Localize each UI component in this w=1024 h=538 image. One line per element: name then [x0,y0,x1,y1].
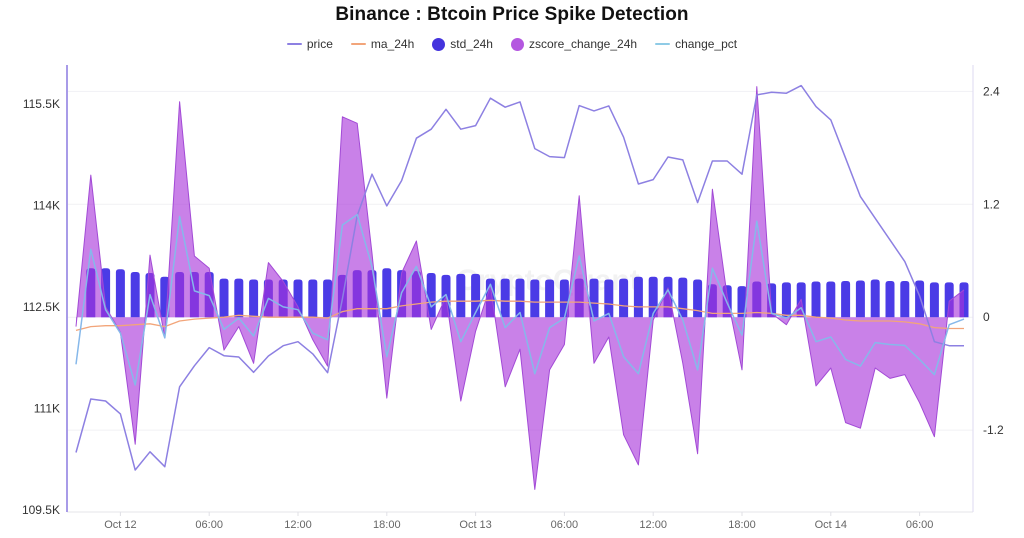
change-pct-line [75,213,965,386]
std-bar [234,278,244,318]
line-legend-icon [655,43,671,45]
zscore-line [75,86,965,490]
std-bar [633,276,643,318]
std-bar [219,278,229,318]
legend-item-ma-24h[interactable]: ma_24h [350,37,415,51]
x-tick-label: Oct 12 [104,519,136,531]
area-layer [75,86,965,490]
std-bar [604,279,614,318]
y-right-tick-label: 1.2 [983,197,1000,211]
x-tick-label: Oct 14 [815,519,847,531]
x-tick-label: 18:00 [728,519,756,531]
std-bar [900,280,910,318]
std-bar [781,282,791,318]
std-bar [885,280,895,318]
std-bar [115,269,125,318]
x-tick-label: 06:00 [551,519,579,531]
y-right-tick-label: -1.2 [983,423,1004,437]
std-bar [530,279,540,318]
chart-legend: price ma_24h std_24h zscore_change_24h c… [0,36,1024,52]
std-bar [648,276,658,318]
std-bar [130,272,140,318]
x-tick-label: 06:00 [195,519,223,531]
labels-layer: 115.5K 114K 112.5K 111K 109.5K 2.4 1.2 0 -1.2 Oct… [22,84,1004,531]
legend-item-std-24h[interactable]: std_24h [432,37,493,51]
std-bar [841,280,851,318]
std-bar [382,268,392,318]
legend-label: std_24h [450,37,493,51]
x-tick-label: 06:00 [906,519,934,531]
std-bar [737,286,747,318]
y-left-tick-label: 114K [33,198,60,212]
std-bar [826,281,836,318]
std-bar [589,278,599,318]
x-tick-label: 12:00 [639,519,667,531]
x-tick-label: 18:00 [373,519,401,531]
std-bar [426,272,436,318]
std-bar [693,279,703,318]
lines-layer [75,84,965,471]
chart-title: Binance : Btcoin Price Spike Detection [335,4,689,25]
price-line [75,84,964,471]
std-bar [323,279,333,318]
std-bar [678,277,688,318]
std-bar [456,273,466,318]
std-bar [855,280,865,318]
std-bar [619,278,629,318]
std-bar [811,281,821,318]
axes-layer [66,65,974,516]
ma-24h-line [75,299,964,332]
std-bar [471,273,481,318]
std-bar [249,279,259,318]
line-legend-icon [286,43,302,45]
legend-item-price[interactable]: price [286,37,333,51]
legend-label: change_pct [675,37,738,51]
y-left-tick-label: 111K [34,401,60,415]
std-bar [915,280,925,318]
y-right-tick-label: 0 [983,310,990,324]
legend-item-change-pct[interactable]: change_pct [655,37,737,51]
std-bar [870,279,880,318]
std-bar [515,278,525,318]
legend-label: price [306,37,333,51]
y-right-tick-label: 2.4 [983,84,1000,98]
std-bar [929,282,939,318]
legend-label: ma_24h [370,37,415,51]
y-left-tick-label: 112.5K [23,300,60,314]
legend-label: zscore_change_24h [528,37,638,51]
x-tick-label: 12:00 [284,519,312,531]
x-tick-label: Oct 13 [459,519,491,531]
std-bar [500,278,510,318]
y-left-tick-label: 115.5K [23,97,60,111]
y-left-tick-label: 109.5K [22,503,60,517]
std-bar [308,279,318,318]
line-legend-icon [350,43,366,45]
legend-item-zscore-change-24h[interactable]: zscore_change_24h [510,37,638,51]
circle-legend-icon [432,37,446,51]
circle-legend-icon [510,37,524,51]
std-bar [545,279,555,318]
